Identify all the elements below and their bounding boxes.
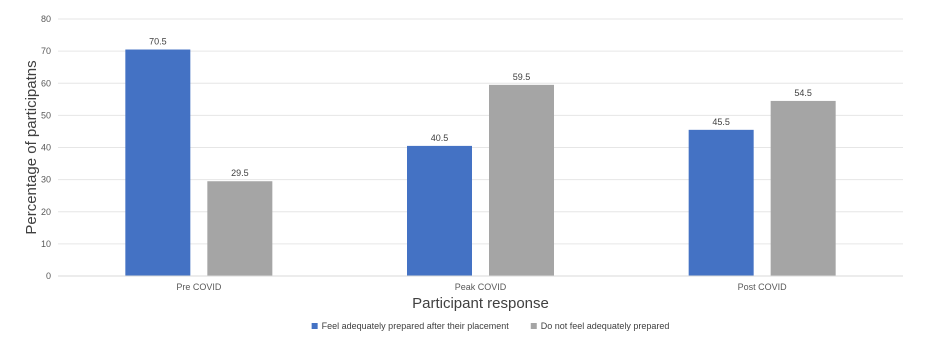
gridlines [58,18,903,245]
y-tick-label: 50 [41,110,51,120]
y-tick-label: 0 [46,271,51,281]
data-label: 54.5 [794,88,812,98]
legend: Feel adequately prepared after their pla… [311,321,670,331]
data-label: 29.5 [231,168,249,178]
y-tick-label: 70 [41,46,51,56]
bar-post-covid-series-0 [688,129,754,276]
x-axis-title: Participant response [412,295,549,312]
bar-peak-covid-series-0 [407,145,472,276]
x-category-label: Pre COVID [176,282,222,292]
bar-peak-covid-series-1 [489,84,554,276]
y-axis-title: Percentage of participatns [23,60,40,234]
data-label: 40.5 [431,133,449,143]
bar-pre-covid-series-1 [207,181,273,276]
y-axis-ticks: 0 10 20 30 40 50 60 70 80 [41,14,51,281]
x-category-label: Post COVID [738,282,788,292]
data-label: 45.5 [712,117,730,127]
data-label: 59.5 [513,72,531,82]
y-tick-label: 20 [41,207,51,217]
y-tick-label: 60 [41,78,51,88]
legend-swatch-not-prepared [530,323,537,329]
data-label: 70.5 [149,37,167,47]
legend-label-prepared: Feel adequately prepared after their pla… [322,321,510,331]
bar-pre-covid-series-0 [125,49,191,276]
bar-post-covid-series-1 [770,100,836,276]
legend-label-not-prepared: Do not feel adequately prepared [541,321,670,331]
data-labels: 70.5 29.5 40.5 59.5 45.5 54.5 [149,37,812,179]
x-category-label: Peak COVID [455,282,507,292]
y-tick-label: 10 [41,239,51,249]
legend-swatch-prepared [311,323,318,329]
x-axis-categories: Pre COVID Peak COVID Post COVID [176,282,787,292]
y-tick-label: 40 [41,143,51,153]
y-tick-label: 30 [41,175,51,185]
y-tick-label: 80 [41,14,51,24]
bars [125,49,836,276]
